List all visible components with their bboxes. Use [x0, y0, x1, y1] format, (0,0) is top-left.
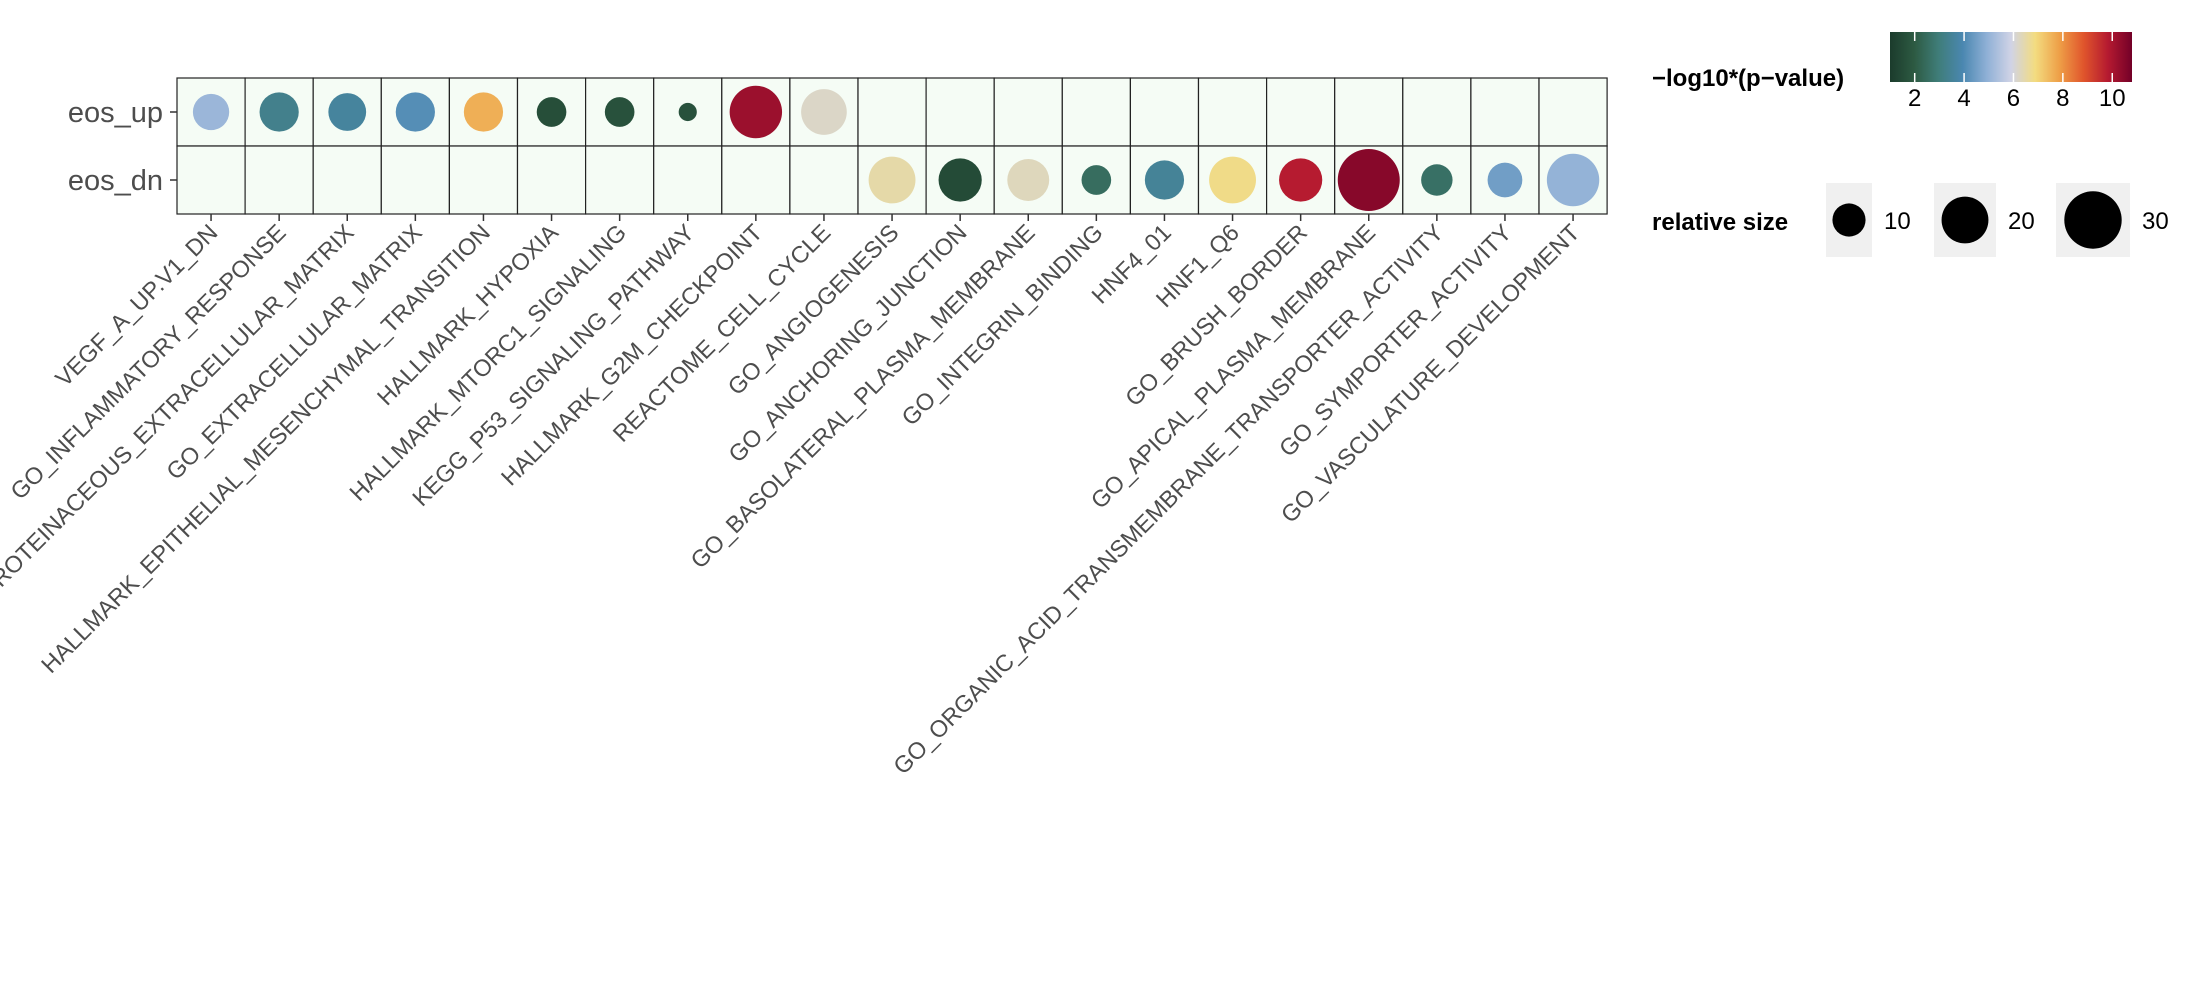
grid-cell [312, 145, 382, 215]
bubble [536, 97, 567, 127]
grid-cell [1470, 77, 1540, 147]
grid-cell [448, 145, 519, 215]
bubble [801, 89, 847, 135]
size-key-circle [2064, 191, 2122, 249]
color-legend: −log10*(p−value) 2 4 6 8 10 [1652, 32, 2132, 112]
row-label: eos_up [68, 97, 163, 129]
bubble [604, 97, 635, 127]
column-label: HALLMARK_EPITHELIAL_MESENCHYMAL_TRANSITI… [36, 219, 495, 678]
grid-cell [1402, 77, 1472, 147]
color-legend-bar [1890, 32, 2132, 82]
bubble [1209, 156, 1256, 204]
bubble [1337, 149, 1400, 211]
color-legend-tick-label: 8 [2056, 85, 2069, 112]
bubble [1546, 153, 1600, 207]
grid-cell [1061, 77, 1132, 147]
row-labels: eos_up eos_dn [68, 97, 177, 197]
bubble [192, 93, 230, 131]
bubble [1421, 164, 1453, 196]
grid-cell [721, 145, 791, 215]
color-legend-tick-label: 2 [1908, 85, 1921, 112]
size-legend-title: relative size [1652, 209, 1788, 236]
bubbles [192, 85, 1600, 211]
column-labels: VEGF_A_UP.V1_DNGO_INFLAMMATORY_RESPONSEG… [0, 214, 1585, 779]
bubble [678, 102, 697, 122]
grid-cell [1197, 77, 1268, 147]
size-key-label: 10 [1884, 208, 1911, 235]
bubble [463, 92, 504, 132]
grid-cell [653, 145, 723, 215]
bubble [729, 85, 783, 139]
grid-cell [653, 77, 723, 147]
grid-cell [176, 145, 246, 215]
grid-cell [1334, 77, 1404, 147]
bubble [1487, 162, 1523, 198]
size-key-circle [1941, 196, 1989, 244]
bubble [1081, 165, 1112, 195]
column-label: GO_PROTEINACEOUS_EXTRACELLULAR_MATRIX [0, 219, 359, 638]
grid-cell [244, 145, 314, 215]
color-legend-tick-label: 4 [1957, 85, 1970, 112]
bubble [395, 92, 435, 132]
bubble [868, 156, 916, 204]
grid-cell [516, 145, 587, 215]
grid-cell [789, 145, 859, 215]
grid-cell [993, 77, 1063, 147]
grid-cell [1129, 77, 1200, 147]
color-legend-tick-label: 10 [2099, 85, 2126, 112]
bubble [259, 92, 299, 132]
grid-cell [925, 77, 995, 147]
size-key-label: 30 [2142, 208, 2169, 235]
row-label: eos_dn [68, 165, 163, 197]
grid-cell [857, 77, 927, 147]
color-legend-title: −log10*(p−value) [1652, 65, 1844, 92]
grid-cell [1538, 77, 1608, 147]
plot-grid [176, 77, 1608, 215]
bubble [328, 93, 367, 131]
bubble [938, 158, 982, 202]
size-key-label: 20 [2008, 208, 2035, 235]
bubble [1279, 158, 1323, 202]
grid-cell [584, 145, 655, 215]
grid-cell [380, 145, 450, 215]
bubble [1144, 160, 1185, 200]
grid-cell [1265, 77, 1336, 147]
size-key-circle [1832, 203, 1866, 237]
bubble [1007, 159, 1050, 201]
size-legend: relative size 10 20 30 [1652, 183, 2169, 257]
color-legend-tick-label: 6 [2007, 85, 2020, 112]
